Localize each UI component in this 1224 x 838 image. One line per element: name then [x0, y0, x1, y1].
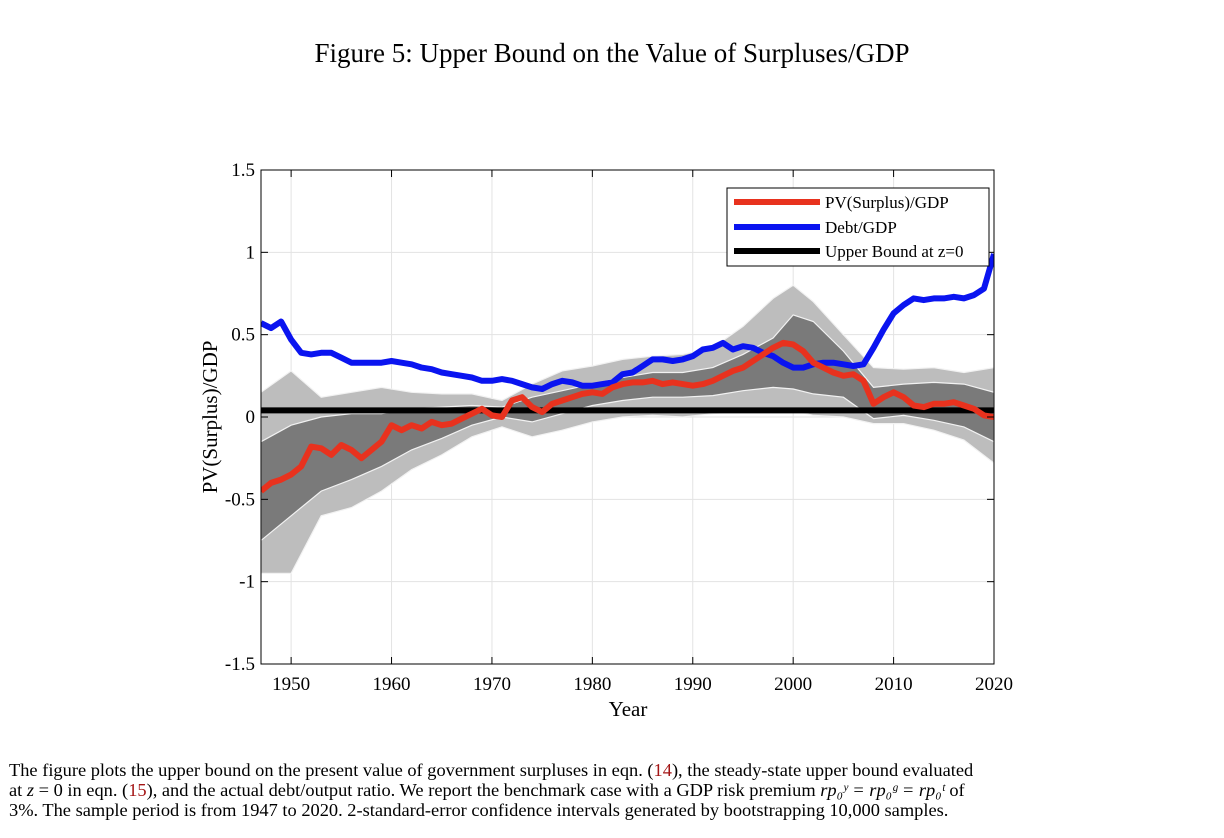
x-tick-label: 1950: [272, 674, 310, 695]
series-lines: [261, 253, 994, 494]
caption-ref-14[interactable]: 14: [653, 760, 672, 780]
caption-text-2: ), the steady-state upper bound evaluate…: [671, 760, 974, 780]
caption-text-7: 3%. The sample period is from 1947 to 20…: [9, 800, 949, 820]
chart: 1950 1960 1970 1980 1990 2000 2010 2020 -1.5 -1 -0…: [198, 160, 1013, 721]
x-tick-label: 2010: [875, 674, 913, 695]
y-tick-label: -1: [239, 572, 255, 593]
figure-caption: The figure plots the upper bound on the …: [9, 760, 1219, 820]
y-tick-label: -1.5: [225, 654, 255, 675]
caption-text-6: of: [944, 780, 965, 800]
legend-label-debt: Debt/GDP: [825, 218, 897, 237]
caption-ref-15[interactable]: 15: [128, 780, 147, 800]
caption-text-5: ), and the actual debt/output ratio. We …: [146, 780, 821, 800]
x-axis-label: Year: [609, 697, 648, 721]
x-tick-label: 1970: [473, 674, 511, 695]
x-tick-label: 1990: [674, 674, 712, 695]
x-tick-label: 2000: [774, 674, 812, 695]
series-line-pv-surplus-gdp: [261, 339, 994, 494]
legend: PV(Surplus)/GDP Debt/GDP Upper Bound at …: [726, 187, 990, 267]
caption-text-1: The figure plots the upper bound on the …: [9, 760, 654, 780]
y-tick-label: 1: [246, 242, 256, 263]
x-tick-label: 1960: [373, 674, 411, 695]
caption-math-risk-premium: rp₀ʸ = rp₀ᵍ = rp₀ᵗ: [820, 780, 945, 800]
y-tick-label: 1.5: [231, 160, 255, 181]
x-tick-label: 2020: [975, 674, 1013, 695]
y-tick-label: 0.5: [231, 325, 255, 346]
figure-title: Figure 5: Upper Bound on the Value of Su…: [314, 38, 910, 68]
y-tick-label: -0.5: [225, 489, 255, 510]
caption-math-z: z: [26, 780, 35, 800]
y-tick-label: 0: [246, 407, 256, 428]
legend-label-pv: PV(Surplus)/GDP: [825, 193, 949, 212]
y-axis-label: PV(Surplus)/GDP: [198, 341, 222, 494]
caption-text-4: = 0 in eqn. (: [34, 780, 129, 800]
legend-label-bound: Upper Bound at z=0: [825, 242, 963, 261]
x-tick-label: 1980: [573, 674, 611, 695]
tick-labels: 1950 1960 1970 1980 1990 2000 2010 2020 -1.5 -1 -0…: [225, 160, 1013, 695]
caption-text-3: at: [9, 780, 27, 800]
series-line-debt-gdp: [261, 253, 994, 392]
axis-ticks: [261, 169, 995, 665]
